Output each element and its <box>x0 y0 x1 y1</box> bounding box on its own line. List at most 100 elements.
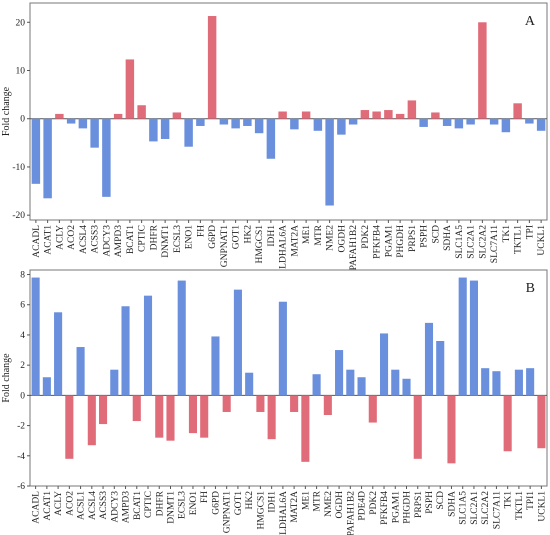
x-tick-label: SLC1A5 <box>455 225 465 259</box>
x-tick-label: ACSL4 <box>88 491 98 520</box>
bar <box>196 118 205 126</box>
bar <box>256 395 265 412</box>
bar <box>337 118 346 135</box>
x-tick-label: ECSL3 <box>178 491 188 519</box>
bar <box>503 395 512 452</box>
bar <box>489 118 499 125</box>
bar <box>469 280 478 396</box>
x-tick-label: PHGDH <box>403 491 413 524</box>
bar <box>155 395 164 438</box>
x-tick-label: PRPS1 <box>414 491 424 518</box>
x-tick-label: MTR <box>313 490 323 511</box>
x-tick-label: BCAT1 <box>126 225 136 254</box>
bar <box>90 118 99 148</box>
bar <box>372 111 381 119</box>
x-tick-label: CPTIC <box>138 225 148 252</box>
x-tick-label: PFKFB4 <box>380 491 390 525</box>
x-tick-label: ACADL <box>32 491 42 524</box>
bar <box>245 372 254 396</box>
bar <box>501 118 511 133</box>
bar <box>313 118 323 131</box>
bar <box>454 118 464 129</box>
bar <box>335 350 344 396</box>
bar <box>346 369 355 396</box>
x-tick-label: TPI1 <box>526 491 536 510</box>
x-tick-label: SDHA <box>447 491 457 517</box>
bar <box>160 118 170 139</box>
panel-label: A <box>525 14 536 29</box>
x-tick-label: IDH1 <box>268 491 278 513</box>
x-tick-label: NME2 <box>324 491 334 517</box>
bar <box>172 112 182 119</box>
bar <box>391 369 400 396</box>
bar <box>436 340 445 396</box>
x-tick-label: PDE4D <box>358 491 368 521</box>
x-tick-label: FH <box>200 491 210 503</box>
y-tick-label: -4 <box>17 452 25 462</box>
bar <box>184 118 193 147</box>
bar <box>481 368 490 396</box>
bar <box>413 395 422 459</box>
y-axis-label: Fold change <box>1 353 12 403</box>
y-tick-label: 20 <box>16 18 26 28</box>
bar <box>348 118 358 125</box>
x-tick-label: SLC7A11 <box>490 225 500 263</box>
bar <box>207 16 217 119</box>
x-tick-label: DNMT1 <box>166 491 176 524</box>
x-tick-label: OGDH <box>335 491 345 519</box>
x-tick-label: UCKL1 <box>537 225 547 256</box>
bar <box>211 336 220 396</box>
x-tick-label: BCAT1 <box>133 491 143 520</box>
bar <box>379 333 389 396</box>
bar <box>76 347 85 396</box>
bar <box>149 118 158 142</box>
y-tick-label: 10 <box>16 67 26 77</box>
x-tick-label: NME2 <box>326 225 336 251</box>
x-tick-label: PHGDH <box>396 225 406 258</box>
bar <box>431 112 440 119</box>
y-tick-label: -6 <box>17 482 25 492</box>
bar <box>110 369 119 396</box>
x-tick-label: SDHA <box>443 225 453 251</box>
bar <box>166 395 175 441</box>
x-tick-label: GNPNAT1 <box>223 491 233 533</box>
bar <box>78 118 88 129</box>
bar <box>113 113 123 119</box>
bar <box>360 110 370 119</box>
x-tick-label: HMGCS1 <box>256 491 266 530</box>
x-tick-label: LDHAL6A <box>279 491 289 535</box>
bar <box>132 395 141 422</box>
x-tick-label: UCKL1 <box>537 491 547 522</box>
bar <box>233 289 242 396</box>
x-tick-label: PGAM1 <box>391 491 401 523</box>
x-tick-label: GOT1 <box>234 491 244 516</box>
x-tick-label: CPTIC <box>144 491 154 518</box>
x-tick-label: HK2 <box>243 225 253 244</box>
bar <box>143 295 153 396</box>
plot-frame <box>29 269 548 487</box>
bar <box>536 118 546 131</box>
x-tick-label: ACLY <box>55 225 65 250</box>
x-tick-label: GNPNAT1 <box>220 225 230 267</box>
bar <box>254 118 264 134</box>
bar <box>419 118 428 127</box>
bar <box>312 374 321 396</box>
bar <box>55 113 64 119</box>
bar <box>492 371 501 396</box>
x-tick-label: OGDH <box>337 225 347 253</box>
bar <box>278 301 287 396</box>
bar <box>290 118 299 130</box>
bar <box>137 105 146 119</box>
bar <box>99 395 108 425</box>
bar <box>323 395 332 416</box>
x-tick-label: PDK2 <box>361 225 371 249</box>
x-tick-label: MAT2A <box>290 491 300 523</box>
x-tick-label: PRPS1 <box>408 225 418 252</box>
bar <box>537 395 546 449</box>
bar <box>125 59 135 119</box>
bar <box>357 377 366 396</box>
bar <box>514 369 523 396</box>
x-tick-label: ACSS3 <box>91 225 101 254</box>
x-tick-label: ADCY3 <box>110 491 120 523</box>
